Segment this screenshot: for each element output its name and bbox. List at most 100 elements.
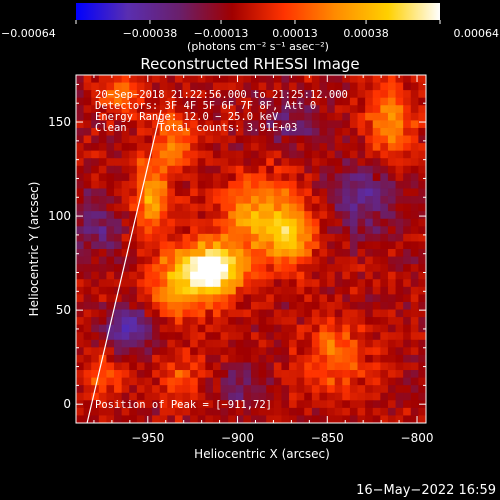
heatmap-cell [167, 286, 176, 295]
heatmap-cell [243, 279, 252, 288]
heatmap-cell [235, 82, 244, 91]
x-axis-label: Heliocentric X (arcsec) [194, 447, 330, 461]
heatmap-cell [159, 105, 168, 114]
heatmap-cell [327, 407, 336, 417]
heatmap-cell [129, 75, 138, 84]
heatmap-cell [296, 347, 305, 356]
heatmap-cell [357, 241, 366, 250]
heatmap-cell [387, 90, 397, 99]
heatmap-cell [251, 309, 260, 318]
heatmap-cell [251, 370, 260, 379]
heatmap-cell [159, 400, 168, 409]
heatmap-cell [418, 196, 426, 205]
heatmap-cell [98, 97, 108, 106]
heatmap-cell [403, 415, 412, 423]
heatmap-cell [98, 105, 108, 114]
heatmap-cell [228, 150, 237, 159]
heatmap-cell [304, 279, 313, 288]
heatmap-cell [197, 233, 206, 243]
heatmap-cell [251, 377, 260, 386]
heatmap-cell [281, 347, 290, 356]
heatmap-cell [334, 127, 343, 137]
heatmap-cell [144, 173, 153, 182]
heatmap-cell [410, 97, 419, 106]
heatmap-cell [342, 82, 351, 91]
heatmap-cell [372, 241, 381, 250]
heatmap-cell [129, 90, 138, 99]
heatmap-cell [304, 97, 313, 106]
heatmap-cell [190, 188, 199, 197]
heatmap-cell [334, 165, 343, 174]
heatmap-cell [410, 165, 419, 174]
heatmap-cell [319, 400, 328, 409]
heatmap-cell [91, 279, 100, 288]
heatmap-cell [190, 158, 199, 167]
heatmap-cell [190, 385, 199, 394]
heatmap-cell [418, 347, 426, 356]
heatmap-cell [114, 203, 123, 212]
heatmap-cell [342, 203, 351, 212]
heatmap-cell [121, 339, 130, 348]
heatmap-cell [228, 233, 237, 243]
heatmap-cell [395, 324, 404, 333]
heatmap-cell [258, 127, 267, 137]
heatmap-cell [251, 256, 260, 265]
heatmap-cell [121, 158, 130, 167]
heatmap-cell [380, 158, 389, 167]
heatmap-cell [159, 188, 168, 197]
heatmap-cell [334, 370, 343, 379]
heatmap-cell [83, 211, 92, 220]
heatmap-cell [182, 211, 191, 220]
heatmap-cell [387, 407, 397, 417]
heatmap-cell [228, 158, 237, 167]
heatmap-cell [266, 105, 275, 114]
heatmap-cell [83, 97, 92, 106]
heatmap-cell [289, 90, 298, 99]
heatmap-cell [144, 339, 153, 348]
heatmap-cell [357, 309, 366, 318]
heatmap-cell [197, 392, 206, 401]
heatmap-cell [136, 264, 146, 273]
heatmap-cell [76, 385, 85, 394]
heatmap-cell [319, 143, 328, 152]
heatmap-cell [91, 188, 100, 197]
heatmap-cell [410, 241, 419, 250]
heatmap-cell [114, 196, 123, 205]
heatmap-cell [243, 90, 252, 99]
heatmap-cell [334, 112, 343, 121]
x-tick-label: −900 [221, 431, 254, 445]
heatmap-cell [403, 105, 412, 114]
heatmap-cell [296, 120, 305, 129]
heatmap-cell [235, 180, 244, 190]
heatmap-cell [174, 233, 184, 243]
heatmap-cell [190, 97, 199, 106]
heatmap-cell [380, 188, 389, 197]
heatmap-cell [349, 188, 359, 197]
heatmap-cell [342, 158, 351, 167]
heatmap-cell [395, 392, 404, 401]
heatmap-cell [395, 271, 404, 280]
heatmap-cell [129, 264, 138, 273]
heatmap-cell [152, 294, 161, 303]
heatmap-cell [357, 82, 366, 91]
heatmap-cell [114, 294, 123, 303]
heatmap-cell [121, 317, 130, 326]
heatmap-cell [380, 407, 389, 417]
heatmap-cell [212, 173, 222, 182]
heatmap-cell [273, 347, 283, 356]
heatmap-cell [243, 127, 252, 137]
heatmap-cell [205, 400, 214, 409]
heatmap-cell [91, 301, 100, 311]
heatmap-cell [403, 332, 412, 341]
heatmap-cell [220, 370, 229, 379]
heatmap-cell [205, 158, 214, 167]
heatmap-cell [167, 120, 176, 129]
heatmap-cell [76, 377, 85, 386]
heatmap-cell [197, 377, 206, 386]
heatmap-cell [266, 400, 275, 409]
heatmap-cell [281, 97, 290, 106]
heatmap-cell [395, 317, 404, 326]
heatmap-cell [304, 75, 313, 84]
heatmap-cell [289, 317, 298, 326]
heatmap-cell [266, 233, 275, 243]
